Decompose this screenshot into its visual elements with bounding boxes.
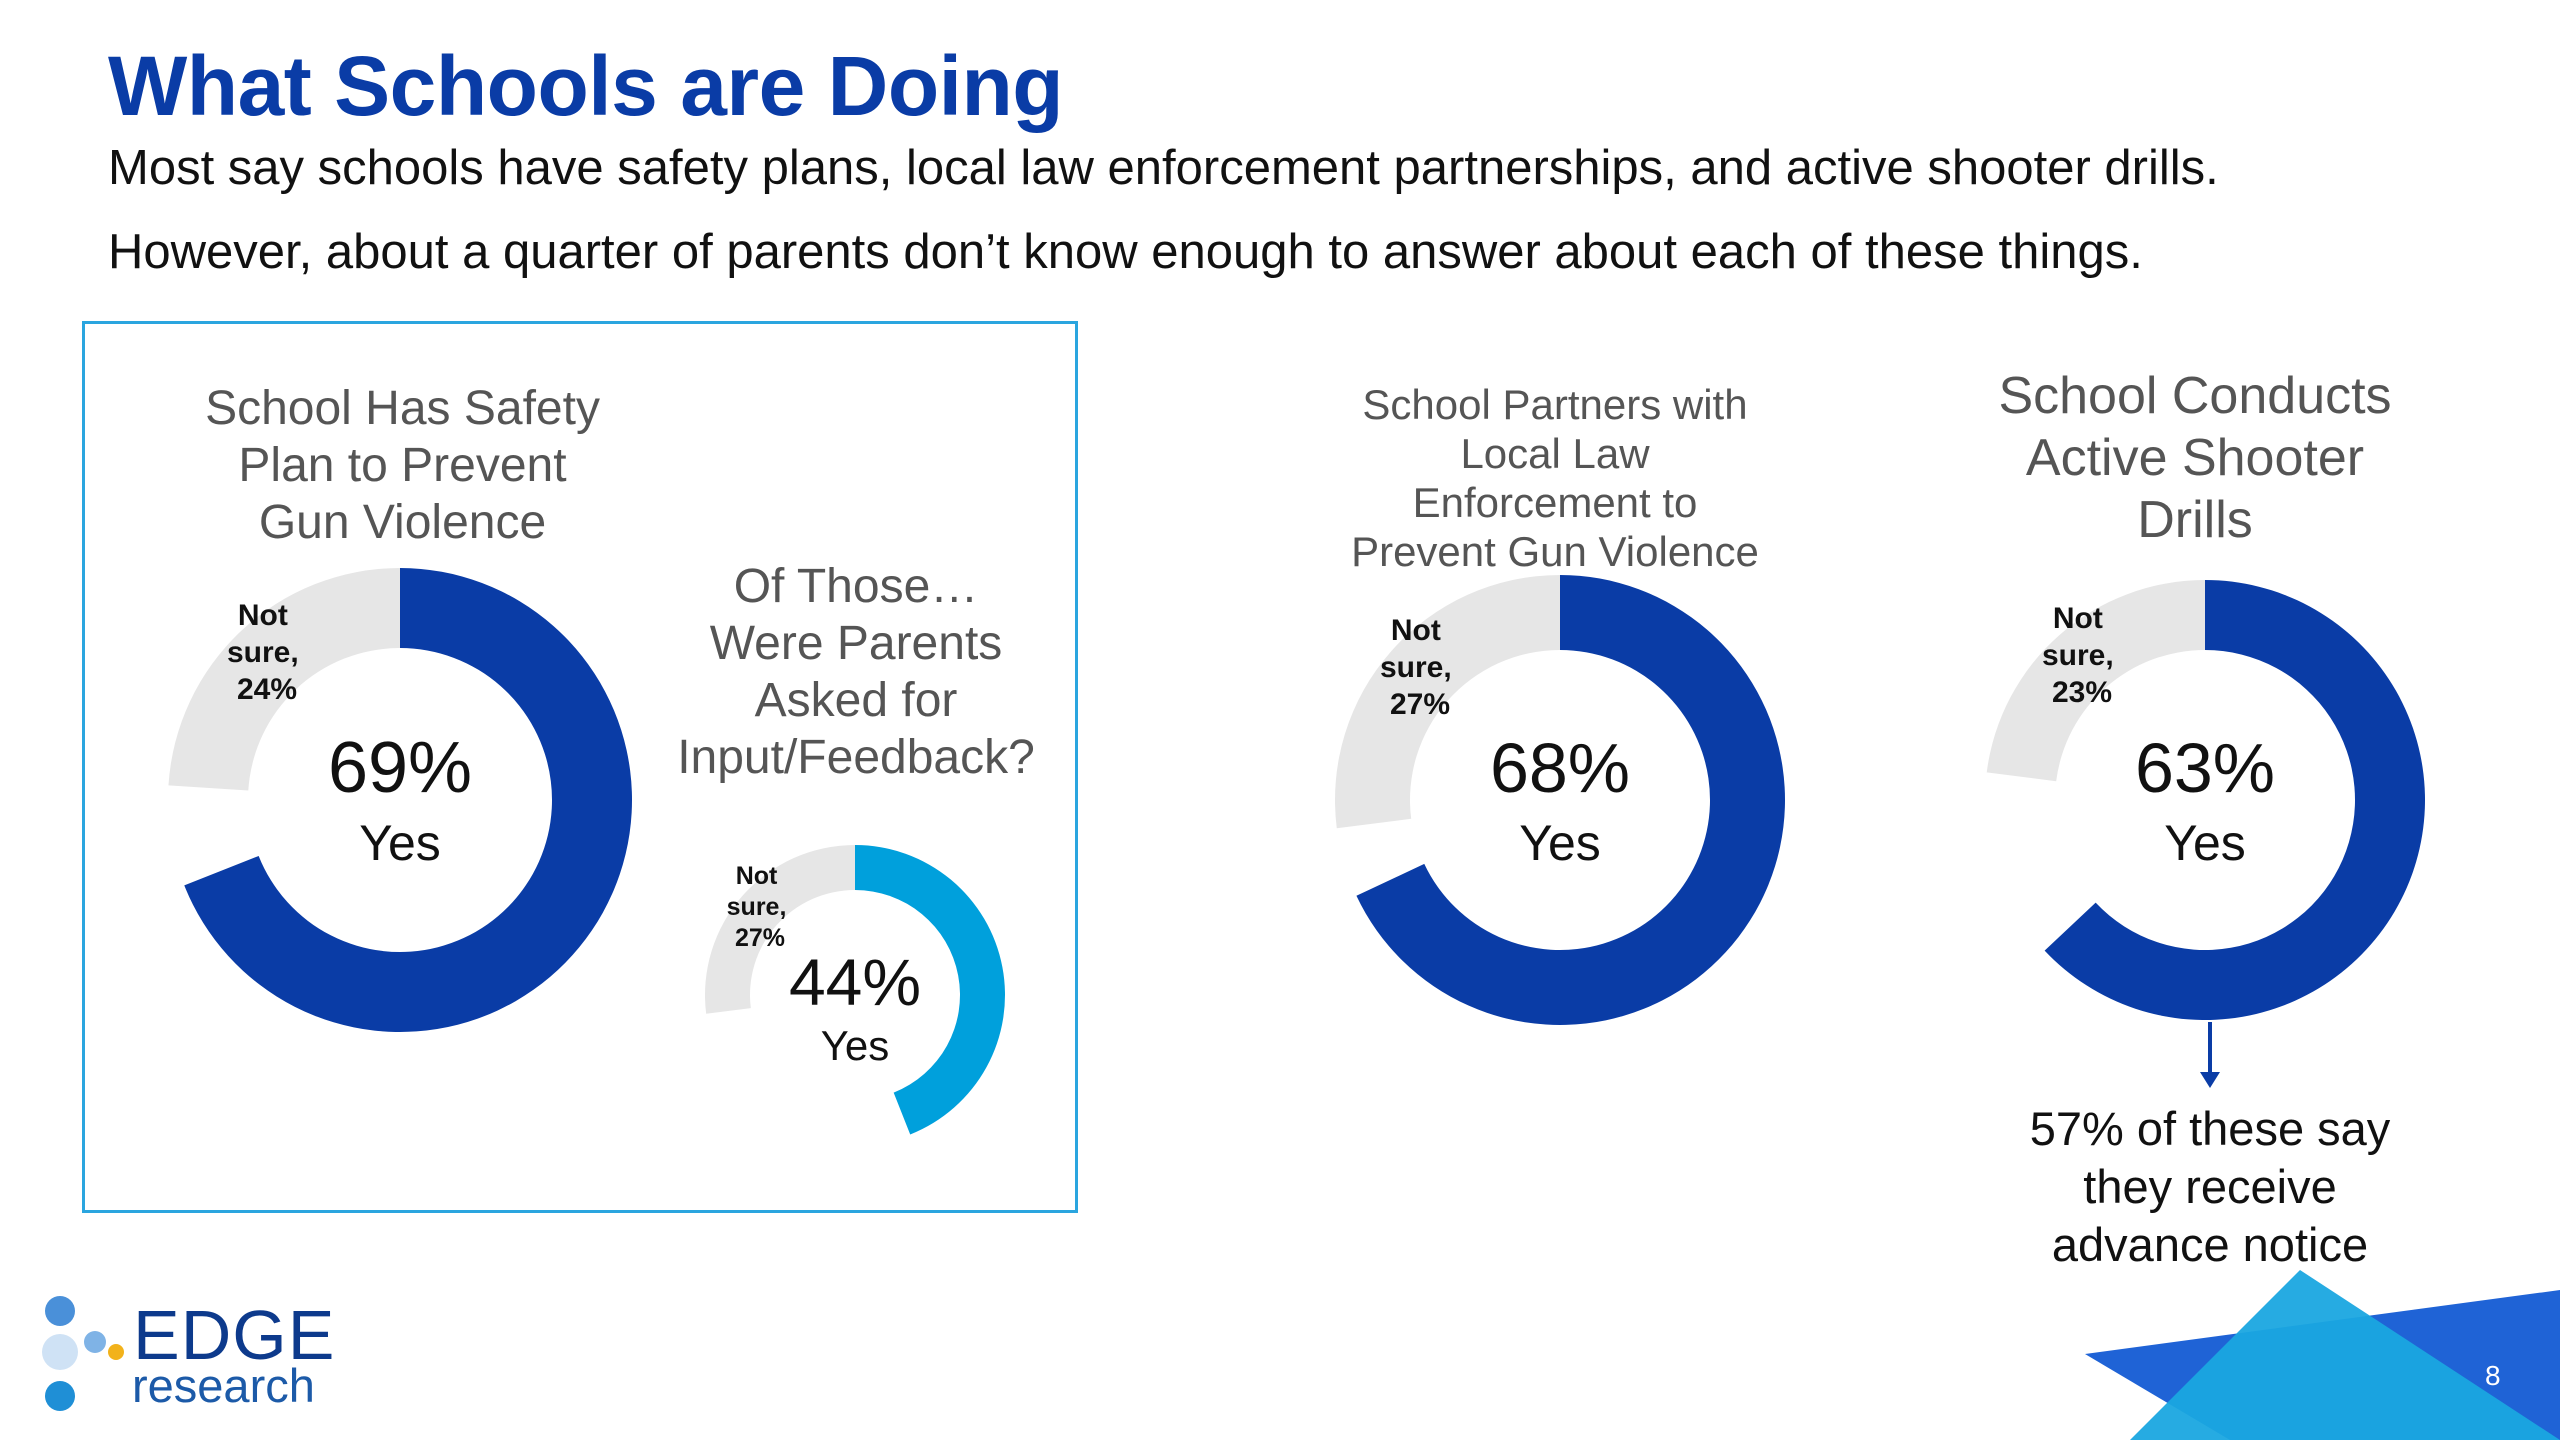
not-sure-label: Not sure, 27%: [727, 862, 794, 952]
not-sure-label-line: 24%: [237, 673, 297, 706]
drill-advance-notice-note: 57% of these say they receive advance no…: [1940, 1100, 2480, 1273]
chart-title-line: Of Those…: [733, 560, 979, 613]
logo-subtitle: research: [132, 1359, 315, 1412]
donut-slice-yes: [184, 568, 632, 1033]
center-yes-label: Yes: [2164, 815, 2246, 871]
page-title: What Schools are Doing: [108, 39, 1064, 133]
chart-title-line: School Conducts: [1998, 367, 2392, 425]
not-sure-label: Not sure, 24%: [227, 599, 307, 706]
center-value-label: 69%: [328, 728, 472, 808]
not-sure-label-line: 27%: [735, 924, 785, 952]
not-sure-label-line: sure,: [227, 636, 299, 669]
note-line: advance notice: [2051, 1217, 2369, 1271]
note-line: they receive: [2083, 1159, 2337, 1213]
not-sure-label-line: Not: [238, 599, 288, 632]
not-sure-label-line: Not: [736, 862, 778, 890]
center-value-label: 63%: [2135, 729, 2275, 807]
chart-title-line: School Has Safety: [205, 382, 600, 435]
chart-law-enforcement-title: School Partners with Local Law Enforceme…: [1310, 380, 1800, 576]
chart-title-line: Plan to Prevent: [238, 439, 567, 492]
not-sure-label-line: 27%: [1390, 688, 1450, 721]
page-number: 8: [2485, 1360, 2501, 1391]
center-yes-label: Yes: [359, 815, 441, 871]
not-sure-label: Not sure, 23%: [2042, 602, 2122, 709]
safety-plan-highlight-box: [82, 321, 1078, 1213]
logo-name: EDGE: [133, 1296, 336, 1374]
chart-active-shooter-title: School Conducts Active Shooter Drills: [1950, 365, 2440, 551]
donut-slice-yes: [1356, 575, 1785, 1025]
logo-dot: [42, 1334, 78, 1370]
logo-dot: [108, 1344, 124, 1360]
chart-title-line: Drills: [2137, 491, 2253, 549]
not-sure-label: Not sure, 27%: [1380, 614, 1460, 721]
donut-slice-yes: [855, 845, 1005, 1135]
chart-title-line: Local Law: [1460, 430, 1650, 477]
logo-dot: [84, 1331, 106, 1353]
chart-parent-input-title: Of Those… Were Parents Asked for Input/F…: [640, 558, 1072, 786]
not-sure-label-line: sure,: [727, 893, 787, 921]
donut-slice-not-sure: [168, 568, 400, 791]
center-yes-label: Yes: [821, 1022, 890, 1069]
chart-title-line: Asked for: [754, 674, 958, 727]
corner-shape-cyan: [2130, 1270, 2560, 1440]
chart-title-line: Input/Feedback?: [677, 731, 1035, 784]
chart-title-line: School Partners with: [1362, 381, 1748, 428]
chart-title-line: Active Shooter: [2025, 429, 2365, 487]
not-sure-label-line: 23%: [2052, 676, 2112, 709]
chart-title-line: Prevent Gun Violence: [1351, 528, 1759, 575]
not-sure-label-line: Not: [1391, 614, 1441, 647]
donut-slice-not-sure: [1986, 580, 2205, 782]
subtitle-line-2: However, about a quarter of parents don’…: [108, 225, 2143, 279]
center-value-label: 68%: [1490, 729, 1630, 807]
chart-safety-plan-title: School Has Safety Plan to Prevent Gun Vi…: [150, 380, 655, 551]
note-line: 57% of these say: [2029, 1102, 2391, 1155]
donut-slice-yes: [2044, 580, 2425, 1020]
chart-title-line: Enforcement to: [1412, 479, 1698, 526]
chart-title-line: Gun Violence: [258, 496, 547, 549]
donut-slice-not-sure: [1334, 575, 1560, 829]
donut-slice-not-sure: [705, 845, 855, 1014]
chart-title-line: Were Parents: [709, 617, 1003, 670]
center-value-label: 44%: [789, 945, 921, 1019]
center-yes-label: Yes: [1519, 815, 1601, 871]
not-sure-label-line: sure,: [2042, 639, 2114, 672]
subtitle-line-1: Most say schools have safety plans, loca…: [108, 141, 2219, 195]
logo-dot: [45, 1296, 75, 1326]
not-sure-label-line: Not: [2053, 602, 2103, 635]
drill-arrow-head: [2200, 1072, 2220, 1088]
logo-dot: [45, 1381, 75, 1411]
not-sure-label-line: sure,: [1380, 651, 1452, 684]
